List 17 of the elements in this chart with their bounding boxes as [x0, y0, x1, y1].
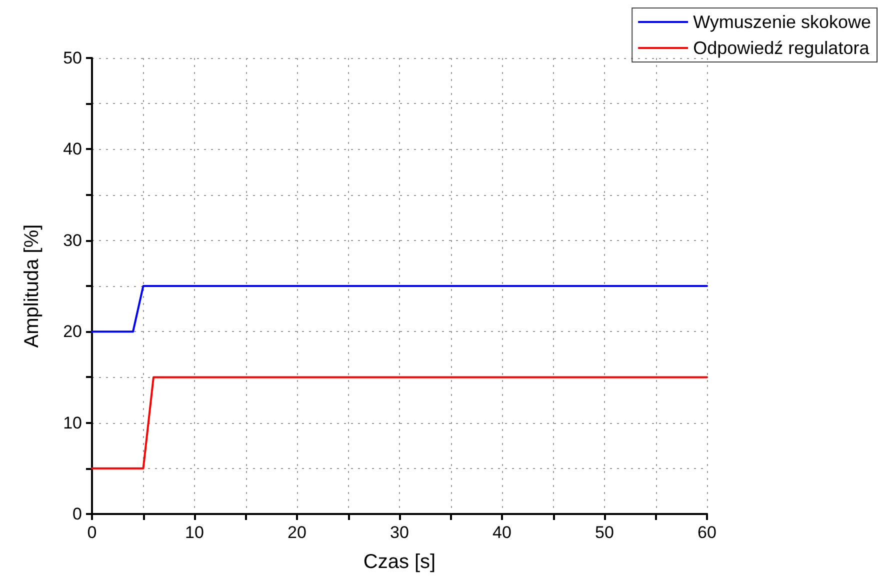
x-tick-label: 60	[698, 523, 716, 542]
y-tick-label: 50	[63, 48, 82, 68]
y-tick-label: 20	[63, 322, 82, 342]
y-tick-label: 10	[63, 413, 82, 432]
x-tick-label: 20	[288, 523, 306, 542]
y-tick-label: 0	[72, 504, 82, 524]
x-tick-label: 40	[492, 523, 512, 542]
x-tick-label: 0	[87, 523, 97, 542]
y-axis-title: Amplituda [%]	[21, 224, 43, 348]
x-tick-label: 30	[390, 523, 409, 542]
x-tick-label: 10	[185, 523, 204, 542]
y-tick-label: 30	[63, 230, 82, 250]
x-tick-label: 50	[595, 523, 614, 542]
legend-label: Odpowiedź regulatora	[693, 38, 870, 58]
x-axis-title: Czas [s]	[363, 551, 436, 573]
legend-label: Wymuszenie skokowe	[693, 12, 872, 32]
y-tick-label: 40	[63, 140, 82, 159]
